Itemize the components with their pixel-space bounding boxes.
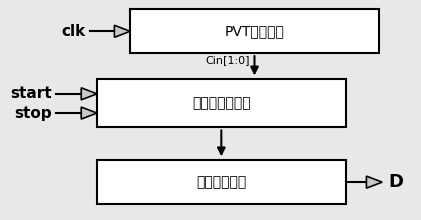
Text: D: D xyxy=(389,173,403,191)
Polygon shape xyxy=(81,88,97,100)
Text: Cin[1:0]: Cin[1:0] xyxy=(206,55,250,65)
Text: PVT检测电路: PVT检测电路 xyxy=(224,24,285,38)
Polygon shape xyxy=(366,176,382,188)
Text: start: start xyxy=(11,86,52,101)
Text: stop: stop xyxy=(15,106,52,121)
Text: 时间数字转换器: 时间数字转换器 xyxy=(192,96,250,110)
Bar xyxy=(97,79,346,127)
Bar xyxy=(130,9,379,53)
Polygon shape xyxy=(81,107,97,119)
Text: 二进制编码器: 二进制编码器 xyxy=(196,175,246,189)
Bar xyxy=(97,160,346,204)
Text: clk: clk xyxy=(61,24,85,39)
Polygon shape xyxy=(115,25,130,37)
